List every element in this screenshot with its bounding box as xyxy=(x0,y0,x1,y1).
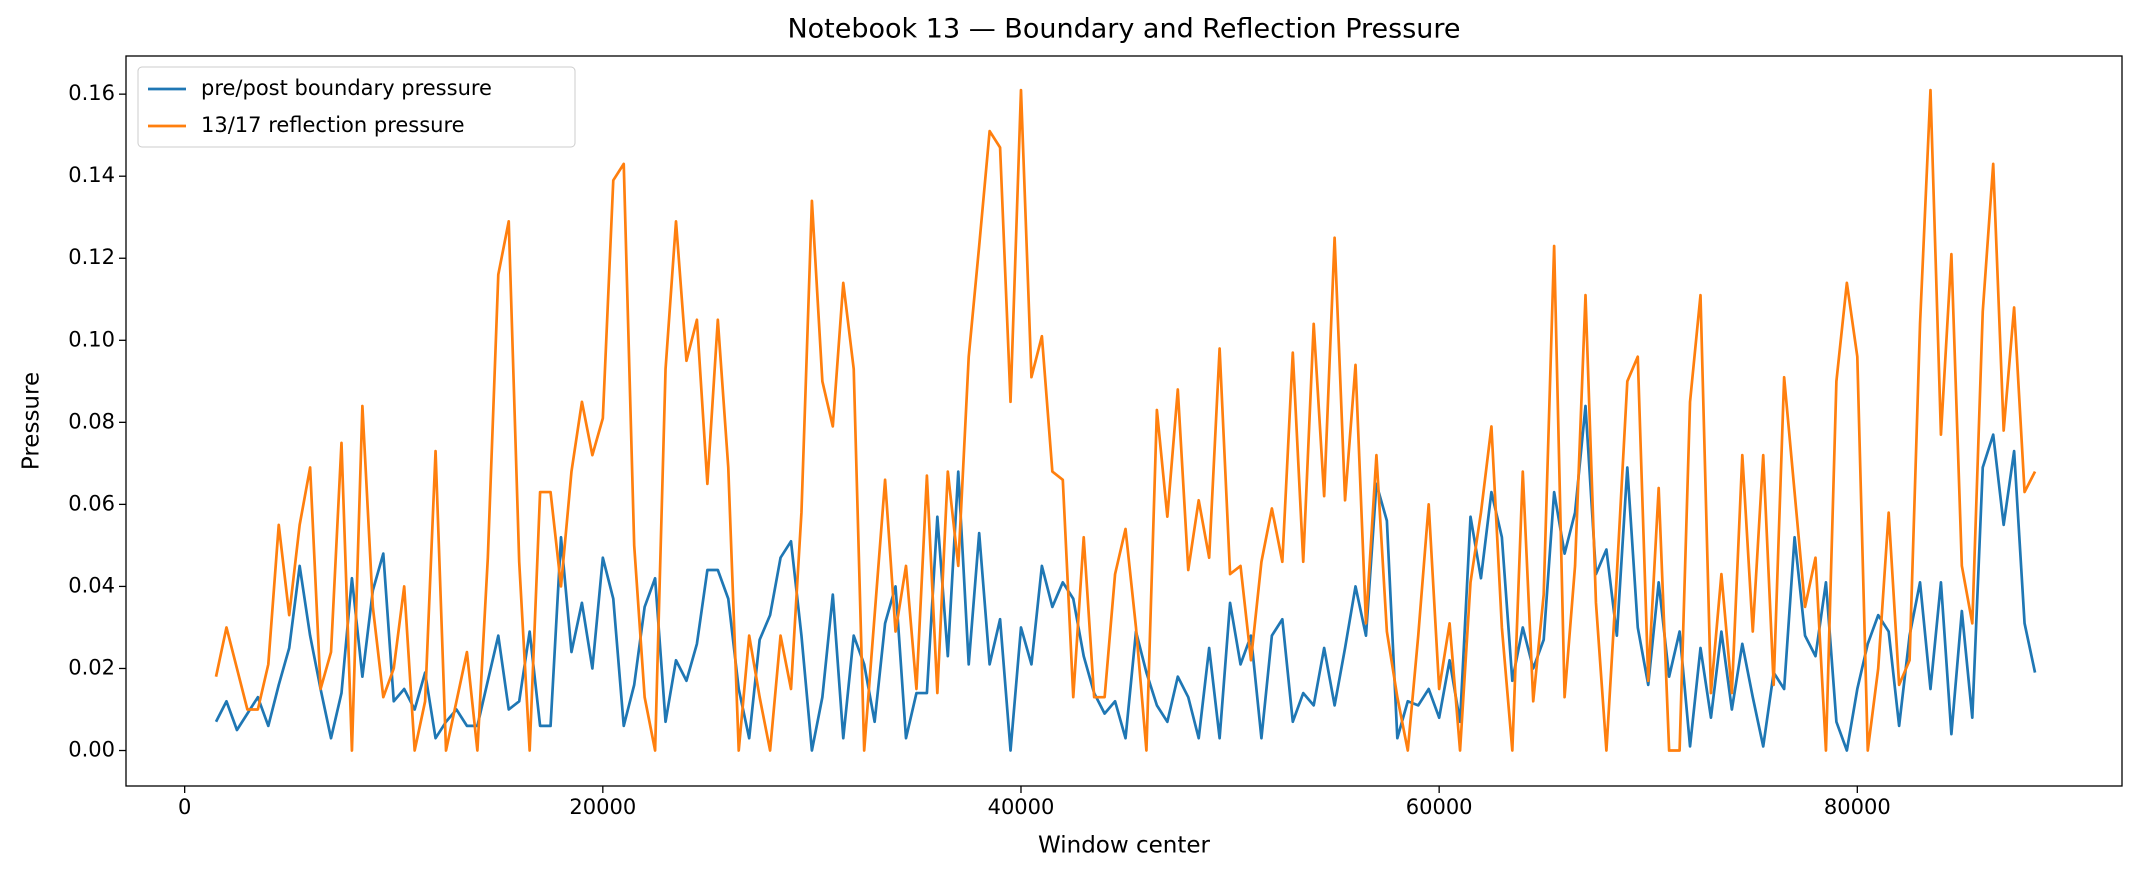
legend-label: pre/post boundary pressure xyxy=(201,76,492,100)
series-line xyxy=(214,88,2037,752)
y-tick-label: 0.00 xyxy=(68,738,115,762)
legend: pre/post boundary pressure 13/17 reflecti… xyxy=(137,66,576,148)
y-tick-label: 0.12 xyxy=(68,245,115,269)
y-tick-label: 0.14 xyxy=(68,163,115,187)
y-tick-label: 0.02 xyxy=(68,655,115,679)
y-axis-label: Pressure xyxy=(19,372,45,470)
legend-label: 13/17 reflection pressure xyxy=(201,113,465,137)
x-tick-label: 0 xyxy=(178,795,191,819)
plot-frame xyxy=(125,55,2123,787)
y-tick-label: 0.08 xyxy=(68,409,115,433)
x-axis-label: Window center xyxy=(1038,833,1211,859)
x-tick-label: 60000 xyxy=(1406,795,1473,819)
x-tick-label: 40000 xyxy=(988,795,1055,819)
legend-box xyxy=(137,66,576,148)
y-tick-label: 0.16 xyxy=(68,81,115,105)
y-tick-label: 0.10 xyxy=(68,327,115,351)
y-tick-label: 0.04 xyxy=(68,573,115,597)
chart-title: Notebook 13 — Boundary and Reflection Pr… xyxy=(787,14,1460,45)
y-tick-label: 0.06 xyxy=(68,491,115,515)
series-line xyxy=(214,404,2037,752)
x-tick-label: 80000 xyxy=(1824,795,1891,819)
x-tick-label: 20000 xyxy=(569,795,636,819)
